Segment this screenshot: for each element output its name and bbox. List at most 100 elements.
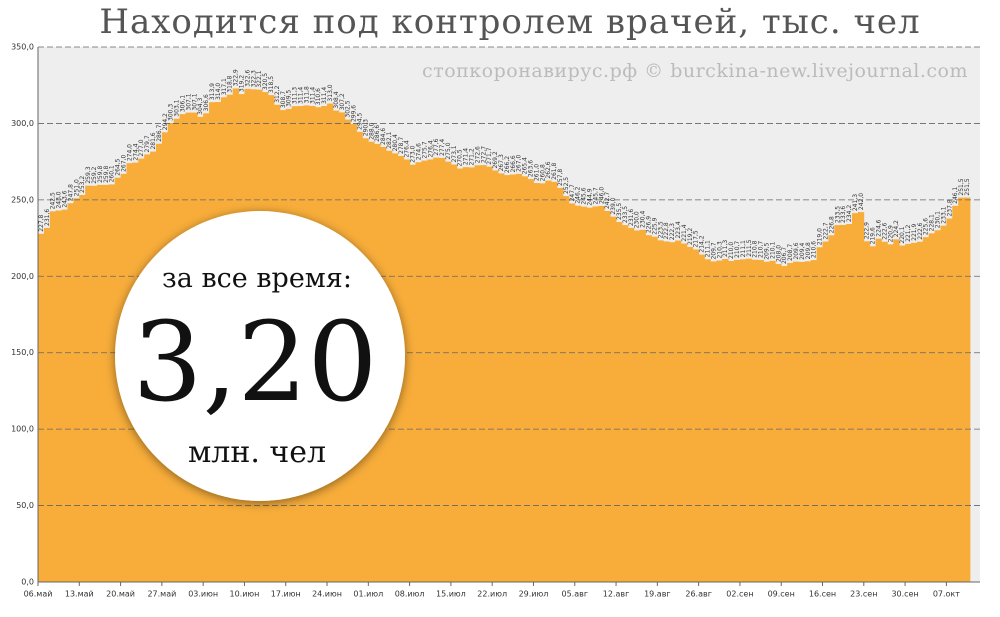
data-label: 239,0: [610, 197, 617, 214]
chart-title: Находится под контролем врачей, тыс. чел: [99, 2, 920, 42]
data-label: 259,8: [97, 166, 104, 183]
data-label: 275,7: [421, 141, 428, 158]
bar: [38, 233, 45, 582]
data-label: 227,8: [38, 214, 45, 231]
data-label: 246,2: [575, 186, 582, 203]
data-label: 244,9: [587, 188, 594, 205]
bar: [940, 225, 947, 582]
bar: [574, 205, 582, 582]
data-label: 210,7: [734, 241, 741, 258]
bar: [852, 213, 859, 583]
data-label: 265,4: [522, 157, 529, 174]
data-label: 224,2: [893, 220, 900, 237]
data-label: 286,6: [374, 125, 381, 142]
bar: [863, 241, 871, 582]
data-label: 307,1: [191, 93, 198, 110]
data-label: 276,4: [404, 140, 411, 157]
data-label: 210,8: [752, 240, 759, 257]
data-label: 233,1: [940, 206, 947, 223]
x-tick-label: 17.июн: [271, 590, 301, 599]
bar: [645, 235, 652, 582]
data-label: 274,6: [415, 143, 422, 160]
data-label: 231,6: [628, 209, 635, 226]
data-label: 290,3: [362, 119, 369, 136]
bar: [108, 184, 116, 582]
data-label: 252,5: [563, 177, 570, 194]
bar: [551, 181, 558, 582]
bar: [857, 212, 865, 583]
data-label: 272,6: [474, 146, 481, 163]
data-label: 251,5: [958, 178, 965, 195]
data-label: 299,6: [351, 105, 358, 122]
x-tick-label: 15.июл: [436, 590, 466, 599]
data-label: 272,7: [480, 146, 487, 163]
data-label: 230,0: [634, 211, 641, 228]
x-tick-label: 01.июл: [353, 590, 383, 599]
data-label: 210,1: [769, 241, 776, 258]
data-label: 306,1: [180, 95, 187, 112]
bar: [680, 243, 688, 582]
data-label: 209,8: [805, 242, 812, 259]
bar: [509, 174, 517, 583]
data-label: 273,0: [410, 145, 417, 162]
data-label: 208,7: [787, 244, 794, 261]
bar: [515, 173, 523, 582]
bar: [61, 209, 68, 582]
data-label: 277,6: [433, 138, 440, 155]
bar: [822, 241, 829, 582]
bar: [492, 170, 499, 582]
data-label: 209,4: [799, 243, 806, 260]
data-label: 311,4: [297, 87, 304, 104]
bar: [539, 183, 546, 582]
data-label: 233,5: [834, 206, 841, 223]
data-label: 314,0: [215, 83, 222, 100]
data-label: 271,4: [463, 148, 470, 165]
bar: [686, 246, 694, 583]
bar: [804, 261, 812, 582]
data-label: 259,3: [85, 166, 92, 183]
y-tick-label: 0,0: [21, 578, 34, 587]
bar: [964, 197, 971, 583]
bar: [102, 184, 110, 582]
bar: [763, 261, 770, 582]
bar: [445, 161, 452, 582]
data-label: 247,8: [67, 184, 74, 201]
data-label: 320,5: [262, 73, 269, 90]
data-label: 233,6: [840, 206, 847, 223]
x-tick-label: 27.май: [147, 590, 176, 599]
data-label: 311,3: [292, 87, 299, 104]
data-label: 282,1: [386, 131, 393, 148]
data-label: 210,3: [716, 241, 723, 258]
bar: [704, 259, 711, 582]
x-tick-label: 13.май: [65, 590, 94, 599]
bar: [598, 205, 605, 582]
data-label: 300,3: [168, 104, 175, 121]
bar: [586, 207, 593, 582]
data-label: 211,3: [722, 240, 729, 257]
y-tick-label: 200,0: [11, 272, 34, 281]
data-label: 310,6: [315, 88, 322, 105]
bar: [486, 166, 493, 583]
annotation-value: 3,20: [133, 298, 378, 426]
data-label: 230,4: [640, 210, 647, 227]
bar: [527, 179, 534, 582]
x-tick-label: 22.июл: [477, 590, 507, 599]
bar: [828, 235, 835, 582]
bar: [893, 239, 900, 582]
data-label: 208,0: [775, 245, 782, 262]
data-label: 264,5: [115, 158, 122, 175]
data-label: 224,6: [876, 219, 883, 236]
bar: [433, 157, 440, 582]
data-label: 267,3: [498, 154, 505, 171]
data-label: 223,4: [675, 221, 682, 238]
data-label: 267,0: [516, 155, 523, 172]
data-label: 276,4: [427, 140, 434, 157]
bar: [474, 165, 481, 582]
data-label: 217,5: [693, 230, 700, 247]
data-label: 277,4: [439, 139, 446, 156]
data-label: 210,7: [758, 241, 765, 258]
data-label: 233,5: [622, 206, 629, 223]
data-label: 243,6: [62, 190, 69, 207]
bar: [810, 260, 818, 582]
data-label: 222,3: [669, 223, 676, 240]
